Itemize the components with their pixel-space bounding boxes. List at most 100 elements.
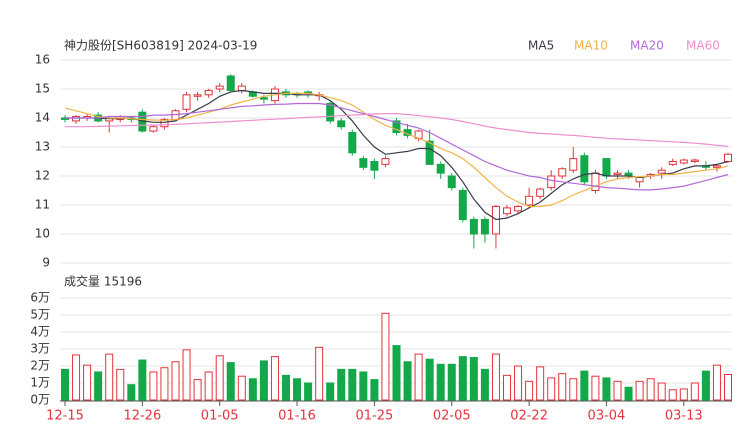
y-tick-label: 15 <box>35 82 50 96</box>
candle-body <box>226 75 235 91</box>
candle-body <box>491 205 500 235</box>
volume-bar <box>226 362 235 401</box>
y-tick-label: 12 <box>35 169 50 183</box>
volume-bar <box>425 358 434 401</box>
volume-bar <box>105 353 114 401</box>
volume-bar <box>370 379 379 401</box>
candle-body <box>679 159 688 164</box>
y-tick-label: 1万 <box>30 376 50 390</box>
volume-bar <box>558 373 567 401</box>
x-tick-label: 03-04 <box>588 409 626 424</box>
volume-bar <box>602 377 611 401</box>
volume-bar <box>580 370 589 401</box>
volume-bar <box>182 349 191 401</box>
candle-body <box>514 205 523 212</box>
legend-entry: MA60 <box>686 39 720 53</box>
candle-body <box>160 118 169 128</box>
x-tick-label: 01-25 <box>356 409 394 424</box>
volume-bar <box>348 368 357 401</box>
volume-bar <box>171 361 180 401</box>
y-tick-label: 11 <box>35 198 50 212</box>
candle-body <box>657 169 666 174</box>
candle-body <box>536 188 545 197</box>
volume-bar <box>83 364 92 401</box>
volume-bar <box>690 382 699 401</box>
x-tick-label: 03-13 <box>665 409 703 424</box>
legend-entry: MA20 <box>630 39 664 53</box>
volume-bar <box>547 377 556 401</box>
candle-body <box>480 219 489 235</box>
y-tick-label: 10 <box>35 227 50 241</box>
candle-body <box>668 161 677 165</box>
volume-bar <box>61 368 69 401</box>
y-tick-label: 13 <box>35 140 50 154</box>
candle-body <box>381 158 390 165</box>
volume-bar <box>359 371 368 401</box>
candle-body <box>569 158 578 171</box>
volume-bar <box>248 378 257 401</box>
y-tick-label: 3万 <box>30 342 50 356</box>
volume-bar <box>315 346 324 401</box>
candle-body <box>525 195 534 206</box>
x-tick-label: 02-22 <box>510 409 548 424</box>
candle-body <box>580 155 589 183</box>
volume-bar <box>701 370 710 401</box>
candle-body <box>337 120 346 128</box>
candle-body <box>149 126 158 132</box>
volume-bar <box>304 382 313 401</box>
volume-bar <box>403 361 412 401</box>
chart-title: 神力股份[SH603819] 2024-03-19 <box>64 39 257 53</box>
y-tick-label: 0万 <box>30 393 50 407</box>
volume-bar <box>138 359 147 401</box>
volume-bar <box>679 388 688 401</box>
ma-line <box>65 113 729 147</box>
y-tick-label: 9 <box>42 256 50 270</box>
candle-body <box>259 97 268 100</box>
volume-bar <box>635 380 644 401</box>
volume-bar <box>447 363 456 401</box>
candle-body <box>392 120 401 134</box>
volume-bar <box>193 379 202 401</box>
volume-bar <box>94 371 103 401</box>
volume-bar <box>392 345 401 401</box>
legend-entry: MA5 <box>528 39 554 53</box>
candle-body <box>237 85 246 91</box>
volume-bar <box>536 366 545 401</box>
candle-body <box>503 207 511 215</box>
x-tick-label: 12-26 <box>123 409 161 424</box>
candle-body <box>458 190 467 220</box>
volume-bar <box>503 374 511 401</box>
volume-bar <box>237 375 246 401</box>
volume-bar <box>204 371 213 401</box>
volume-bar <box>127 384 136 401</box>
volume-bar <box>72 354 81 401</box>
volume-bar <box>381 312 390 401</box>
volume-bar <box>646 378 655 401</box>
candle-body <box>690 159 699 163</box>
candle-body <box>547 175 556 189</box>
volume-bar <box>591 375 600 401</box>
volume-bar <box>337 368 346 401</box>
volume-title: 成交量 15196 <box>64 274 142 289</box>
candle-body <box>326 103 335 122</box>
x-tick-label: 02-05 <box>433 409 471 424</box>
legend-entry: MA10 <box>574 39 608 53</box>
volume-bar <box>712 364 721 401</box>
volume-bar <box>282 374 290 401</box>
volume-bar <box>480 368 489 401</box>
candle-body <box>591 172 600 192</box>
candle-body <box>613 172 622 176</box>
volume-bar <box>458 356 467 401</box>
ma-line <box>65 102 729 191</box>
volume-bar <box>525 380 534 401</box>
candle-body <box>425 140 434 165</box>
candle-body <box>712 165 721 168</box>
candle-body <box>348 132 357 154</box>
candle-body <box>204 89 213 96</box>
volume-bar <box>491 353 500 401</box>
candle-body <box>558 168 567 177</box>
candle-body <box>436 163 445 174</box>
volume-bar <box>215 355 224 401</box>
y-tick-label: 5万 <box>30 308 50 322</box>
